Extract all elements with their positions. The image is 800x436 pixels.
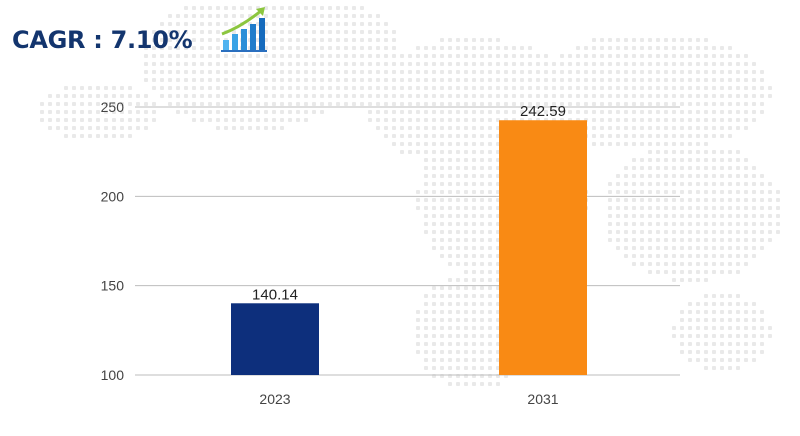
- y-tick-label: 150: [101, 278, 125, 294]
- growth-chart-icon: [221, 7, 267, 52]
- x-axis-ticks: 2023 2031: [259, 391, 558, 407]
- y-tick-label: 250: [101, 99, 125, 115]
- cagr-heading: CAGR : 7.10%: [12, 22, 193, 58]
- x-tick-label-2031: 2031: [527, 391, 558, 407]
- y-tick-label: 100: [101, 367, 125, 383]
- cagr-label: CAGR : 7.10%: [12, 26, 193, 54]
- data-label-2023: 140.14: [252, 286, 298, 303]
- bar-2023: [231, 303, 319, 375]
- data-label-2031: 242.59: [520, 103, 566, 120]
- y-axis-ticks: 100 150 200 250: [101, 99, 125, 383]
- bar-2031: [499, 120, 587, 375]
- x-tick-label-2023: 2023: [259, 391, 290, 407]
- bars: [231, 120, 587, 375]
- y-tick-label: 200: [101, 188, 125, 204]
- data-labels: 140.14 242.59: [252, 103, 566, 303]
- gridlines: [135, 106, 680, 376]
